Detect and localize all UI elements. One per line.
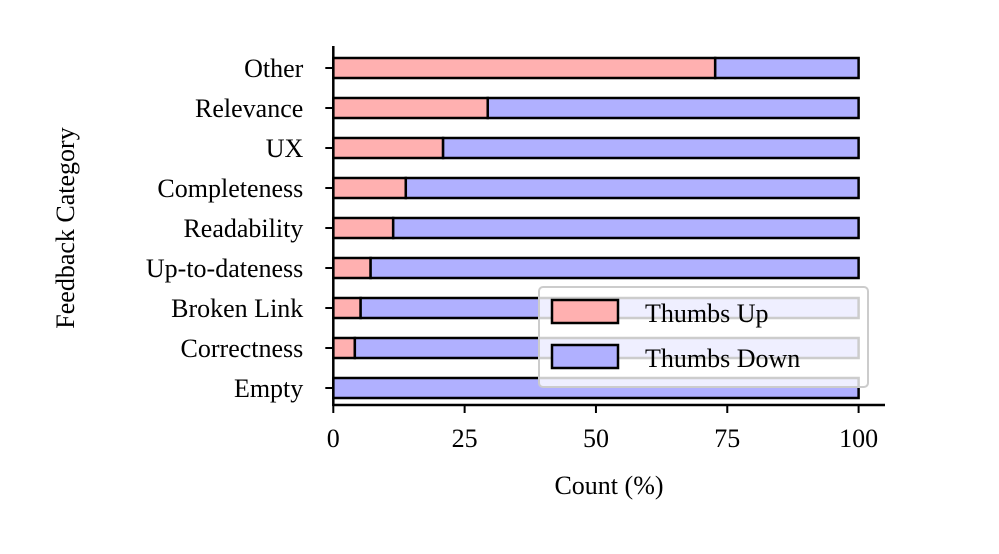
bar-thumbs-up <box>332 56 717 80</box>
legend-label: Thumbs Up <box>645 299 769 328</box>
y-tick-label: Completeness <box>157 174 303 203</box>
bar-thumbs-down <box>391 216 860 240</box>
bar-thumbs-down <box>369 256 860 280</box>
bar-thumbs-up <box>332 256 372 280</box>
y-tick-label: Other <box>244 54 304 83</box>
y-tick-label: UX <box>266 134 304 163</box>
legend-swatch <box>550 298 620 325</box>
bar-thumbs-up <box>332 336 357 360</box>
y-tick-label: Readability <box>183 214 303 243</box>
y-tick-label: Correctness <box>181 334 304 363</box>
bars <box>332 56 860 400</box>
x-tick-label: 25 <box>452 424 478 453</box>
x-tick-label: 100 <box>839 424 878 453</box>
legend-swatch <box>550 343 620 370</box>
bar-thumbs-down <box>441 136 860 160</box>
bar-thumbs-up <box>332 216 395 240</box>
y-tick-label: Empty <box>234 374 303 403</box>
bar-thumbs-up <box>332 176 408 200</box>
bar-thumbs-down <box>713 56 860 80</box>
y-tick-label: Broken Link <box>171 294 303 323</box>
y-tick-label: Relevance <box>195 94 303 123</box>
bar-thumbs-down <box>404 176 860 200</box>
x-axis-label: Count (%) <box>554 471 663 500</box>
legend: Thumbs Up Thumbs Down <box>538 286 869 388</box>
y-tick-label: Up-to-dateness <box>146 254 303 283</box>
bar-thumbs-up <box>332 296 362 320</box>
bar-thumbs-up <box>332 96 489 120</box>
bar-thumbs-down <box>486 96 860 120</box>
axes: Other Relevance UX Completeness Readability U… <box>146 46 885 453</box>
x-tick-label: 0 <box>327 424 340 453</box>
y-axis-label: Feedback Category <box>51 127 80 328</box>
x-tick-label: 75 <box>714 424 740 453</box>
legend-label: Thumbs Down <box>645 344 800 373</box>
x-tick-label: 50 <box>583 424 609 453</box>
bar-thumbs-up <box>332 136 445 160</box>
legend-box <box>538 286 869 388</box>
